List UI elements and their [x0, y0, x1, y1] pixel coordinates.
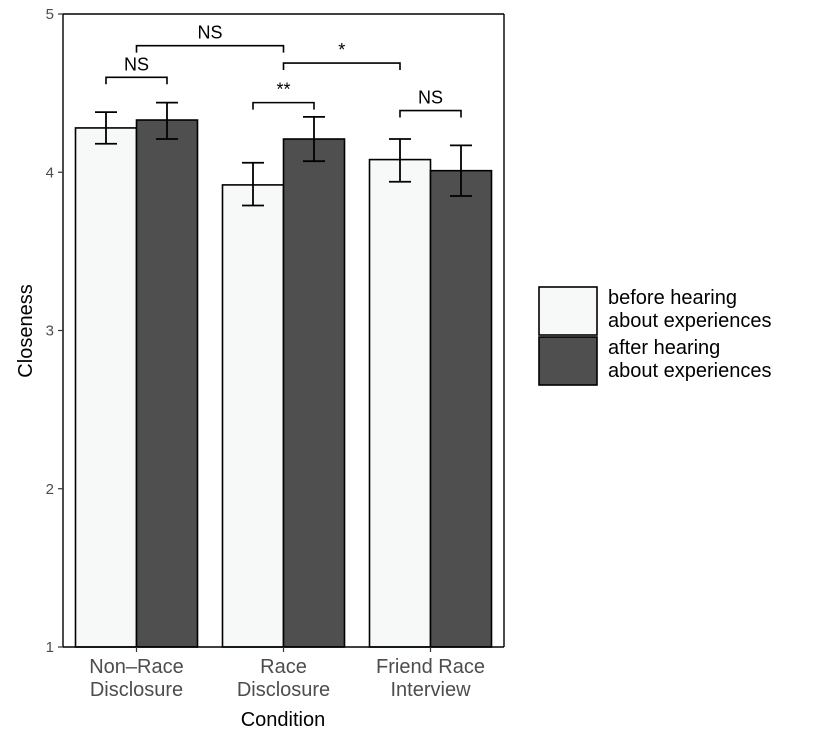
bar-after-0 [135, 119, 199, 648]
error-bar-1-2 [450, 144, 472, 197]
legend-label-after: after hearing about experiences [608, 337, 771, 382]
significance-bracket-0: NS [105, 54, 168, 85]
bar-before-2 [368, 158, 432, 648]
error-bar-0-1 [242, 161, 264, 207]
bracket-line [282, 62, 401, 71]
error-bar-0-0 [95, 111, 117, 145]
error-bar-1-1 [303, 115, 325, 163]
y-tick-label: 3 [46, 323, 54, 340]
bar-after-1 [282, 138, 346, 648]
significance-label: NS [197, 23, 222, 43]
significance-label: NS [124, 54, 149, 74]
y-tick-label: 1 [46, 639, 54, 656]
bar-before-0 [74, 127, 138, 648]
significance-label: * [338, 40, 345, 60]
bar-after-2 [429, 169, 493, 648]
significance-label: ** [276, 80, 290, 100]
y-tick-label: 5 [46, 6, 54, 23]
error-bar-1-0 [156, 101, 178, 140]
bracket-line [135, 44, 285, 53]
x-tick-label: Race Disclosure [237, 656, 330, 701]
x-tick-label: Friend Race Interview [376, 656, 485, 701]
significance-bracket-4: * [282, 40, 401, 71]
significance-label: NS [418, 88, 443, 108]
bracket-line [252, 101, 315, 110]
significance-bracket-1: ** [252, 80, 315, 110]
significance-bracket-2: NS [399, 88, 462, 118]
significance-bracket-3: NS [135, 23, 285, 53]
x-axis-title: Condition [241, 709, 326, 731]
bracket-line [105, 76, 168, 85]
y-tick-label: 4 [46, 164, 54, 181]
x-tick-label: Non–Race Disclosure [89, 656, 184, 701]
y-tick-label: 2 [46, 481, 54, 498]
y-axis-title: Closeness [15, 284, 37, 377]
error-bar-0-2 [389, 138, 411, 183]
legend: before hearing about experiences after hea… [538, 286, 771, 386]
legend-label-before: before hearing about experiences [608, 287, 771, 332]
bar-before-1 [221, 184, 285, 648]
legend-key-after [538, 336, 598, 386]
legend-key-before [538, 286, 598, 336]
bracket-line [399, 109, 462, 118]
plot-area: NS ** NS NS * 1 2 3 4 5 Non–Race Disclosure Race Disc… [46, 6, 505, 701]
